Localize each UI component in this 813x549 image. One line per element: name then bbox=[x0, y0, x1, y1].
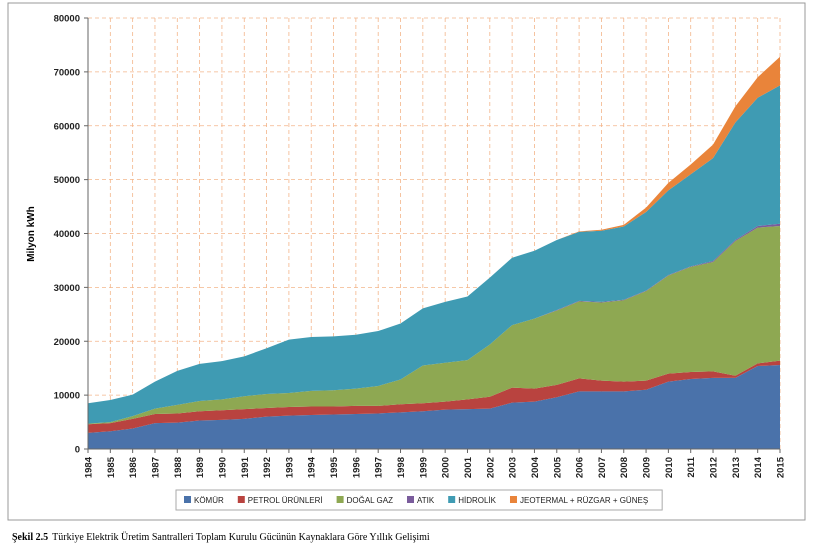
legend-swatch bbox=[448, 496, 456, 503]
y-tick-label: 10000 bbox=[54, 391, 80, 402]
area bbox=[88, 364, 780, 449]
x-tick-label: 1999 bbox=[418, 457, 429, 478]
caption-text: Türkiye Elektrik Üretim Santralleri Topl… bbox=[52, 531, 430, 543]
legend-swatch bbox=[407, 496, 414, 503]
legend-swatch bbox=[509, 496, 517, 503]
x-tick-label: 2005 bbox=[552, 456, 563, 478]
legend-label: JEOTERMAL + RÜZGAR + GÜNEŞ bbox=[520, 496, 648, 505]
x-tick-label: 2002 bbox=[485, 457, 496, 478]
x-tick-label: 1984 bbox=[84, 456, 95, 478]
caption-number: Şekil 2.5 bbox=[12, 532, 48, 543]
x-tick-label: 1988 bbox=[173, 457, 184, 478]
legend-label: ATIK bbox=[417, 496, 435, 505]
y-tick-label: 80000 bbox=[54, 14, 80, 25]
y-tick-label: 40000 bbox=[54, 229, 80, 240]
legend-swatch bbox=[237, 496, 245, 503]
x-tick-label: 2000 bbox=[441, 457, 452, 478]
y-tick-label: 70000 bbox=[54, 67, 80, 78]
x-tick-label: 2013 bbox=[731, 457, 742, 478]
y-tick-label: 60000 bbox=[54, 121, 80, 132]
legend: KÖMÜR PETROL ÜRÜNLERİ DOĞAL GAZ ATIK HİDROLİ… bbox=[175, 489, 663, 511]
x-tick-label: 1991 bbox=[240, 456, 251, 478]
x-tick-label: 2014 bbox=[753, 456, 764, 478]
legend-swatch bbox=[336, 496, 344, 503]
y-tick-label: 30000 bbox=[54, 283, 80, 294]
x-tick-label: 2015 bbox=[776, 456, 787, 478]
area bbox=[88, 85, 780, 424]
x-tick-label: 2010 bbox=[664, 457, 675, 478]
x-tick-label: 1994 bbox=[307, 456, 318, 478]
x-tick-label: 2011 bbox=[686, 456, 697, 477]
axes: 0 10000 20000 30000 40000 50000 60000 70000 8000… bbox=[54, 14, 787, 479]
legend-label: KÖMÜR bbox=[194, 496, 224, 505]
x-tick-label: 2001 bbox=[463, 456, 474, 478]
x-tick-label: 1995 bbox=[329, 456, 340, 478]
x-tick-label: 2008 bbox=[619, 457, 630, 478]
x-tick-label: 1986 bbox=[128, 457, 139, 478]
y-tick-label: 20000 bbox=[54, 337, 80, 348]
legend-swatch bbox=[184, 496, 191, 503]
areas bbox=[88, 56, 780, 449]
x-tick-label: 1998 bbox=[396, 457, 407, 478]
x-tick-label: 1989 bbox=[195, 457, 206, 478]
x-tick-label: 2006 bbox=[575, 457, 586, 478]
x-tick-label: 1997 bbox=[374, 457, 385, 478]
x-tick-label: 1996 bbox=[351, 457, 362, 478]
legend-box bbox=[175, 489, 663, 511]
y-axis-label: Milyon kWh bbox=[26, 206, 37, 262]
x-tick-label: 1990 bbox=[217, 457, 228, 478]
y-tick-label: 50000 bbox=[54, 175, 80, 186]
area bbox=[88, 360, 780, 433]
x-tick-label: 2009 bbox=[642, 457, 653, 478]
legend-label: HİDROLİK bbox=[458, 496, 496, 505]
x-tick-label: 1987 bbox=[150, 457, 161, 478]
x-tick-label: 2012 bbox=[709, 457, 720, 478]
x-tick-label: 1992 bbox=[262, 457, 273, 478]
x-tick-label: 2004 bbox=[530, 456, 541, 478]
caption: Şekil 2.5 Türkiye Elektrik Üretim Santral… bbox=[12, 531, 430, 543]
y-tick-label: 0 bbox=[75, 445, 80, 456]
x-tick-label: 1993 bbox=[284, 457, 295, 478]
x-tick-label: 2003 bbox=[508, 457, 519, 478]
x-tick-label: 1985 bbox=[106, 456, 117, 478]
legend-label: PETROL ÜRÜNLERİ bbox=[248, 496, 323, 505]
legend-label: DOĞAL GAZ bbox=[347, 496, 393, 505]
x-tick-label: 2007 bbox=[597, 457, 608, 478]
area bbox=[88, 225, 780, 425]
